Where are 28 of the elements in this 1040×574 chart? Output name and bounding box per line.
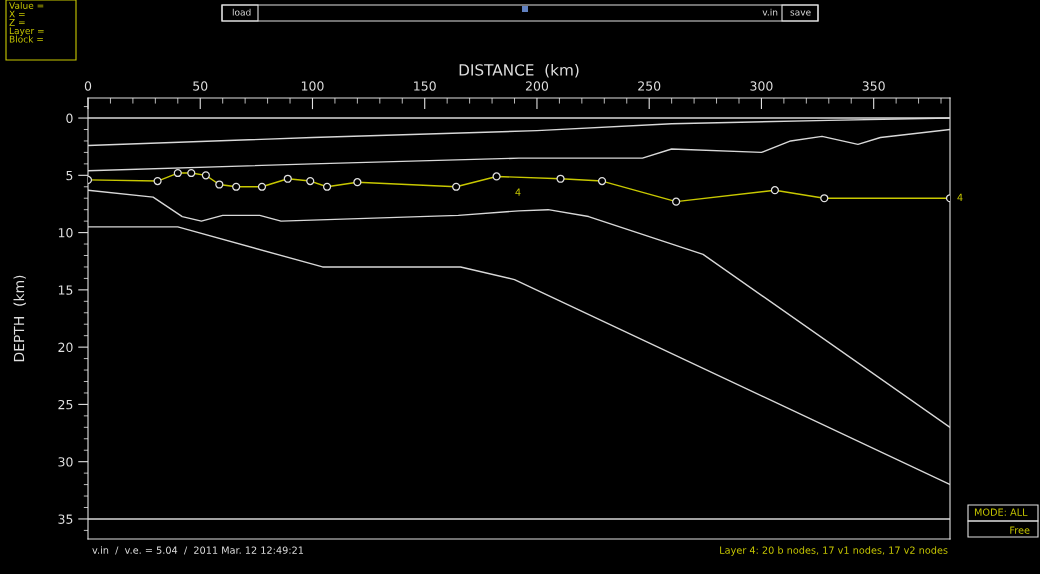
- text: v.in: [762, 8, 778, 16]
- annotation: 4: [957, 193, 963, 201]
- y-tick-label: 20: [58, 342, 73, 353]
- y-tick-label: 25: [58, 399, 73, 410]
- text: save: [790, 10, 811, 16]
- text: Value = X = Z = Layer = Block =: [9, 2, 44, 43]
- x-tick-label: 300: [750, 81, 773, 91]
- annotation: 4: [515, 188, 521, 196]
- y-tick-label: 35: [58, 514, 73, 524]
- x-tick-label: 0: [84, 81, 92, 91]
- y-tick-label: 15: [58, 285, 73, 295]
- x-tick-label: 350: [862, 81, 885, 91]
- text: load: [232, 8, 251, 16]
- x-tick-label: 250: [638, 81, 661, 91]
- text: Free: [1010, 526, 1030, 534]
- text: Layer 4: 20 b nodes, 17 v1 nodes, 17 v2 nodes: [720, 546, 948, 556]
- y-tick-label: 30: [58, 457, 73, 467]
- x-tick-label: 150: [414, 81, 436, 91]
- y-tick-label: 10: [58, 228, 73, 238]
- text: MODE: ALL: [974, 508, 1028, 516]
- x-tick-label: 200: [525, 81, 549, 91]
- y-tick-label: 0: [66, 113, 73, 123]
- y-tick-label: 5: [66, 170, 73, 181]
- y-axis-title: DEPTH (km): [13, 275, 26, 362]
- x-tick-label: 100: [301, 81, 324, 91]
- x-axis-title: DISTANCE (km): [459, 63, 579, 78]
- text: v.in / v.e. = 5.04 / 2011 Mar. 12 12:49:21: [92, 546, 304, 555]
- x-tick-label: 50: [193, 81, 208, 91]
